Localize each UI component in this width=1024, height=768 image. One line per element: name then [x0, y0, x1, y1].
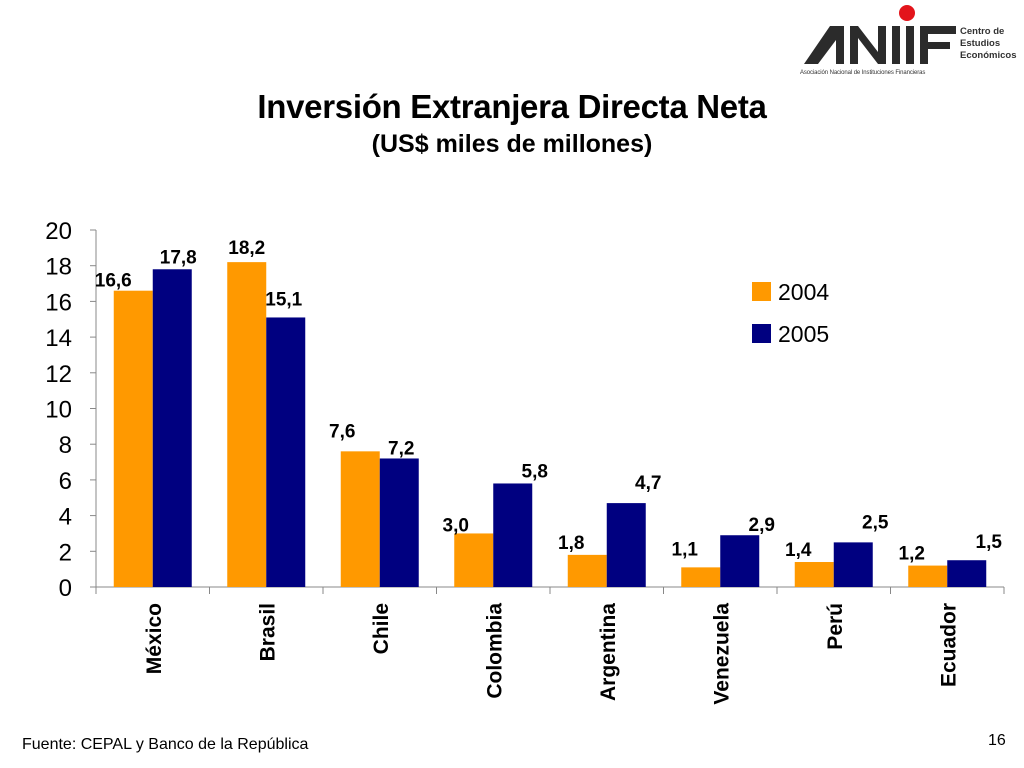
- category-label: Perú: [824, 603, 847, 650]
- chart-subtitle: (US$ miles de millones): [371, 130, 653, 158]
- logo-red-dot: [899, 5, 915, 21]
- bar-2005-chile: [379, 458, 419, 587]
- logo-org-name: Asociación Nacional de Instituciones Fin…: [800, 70, 926, 76]
- category-label: Colombia: [483, 603, 506, 699]
- bar-2005-méxico: [152, 269, 192, 587]
- data-label: 17,8: [160, 247, 197, 268]
- data-label: 16,6: [95, 271, 132, 292]
- category-label: Brasil: [256, 603, 279, 661]
- data-label: 5,8: [522, 461, 548, 482]
- data-label: 7,2: [388, 438, 414, 459]
- bar-2005-venezuela: [720, 535, 760, 587]
- page-number: 16: [988, 732, 1006, 749]
- y-tick-label: 2: [59, 539, 72, 566]
- data-label: 2,5: [862, 512, 889, 533]
- category-label: Chile: [370, 603, 393, 654]
- anif-logo: Centro de Estudios Económicos Asociación…: [800, 4, 1022, 82]
- bar-2004-chile: [340, 451, 380, 587]
- data-label: 1,2: [899, 544, 925, 565]
- y-tick-label: 6: [59, 468, 72, 495]
- y-tick-label: 18: [45, 254, 72, 281]
- legend-label: 2005: [778, 321, 829, 347]
- bar-2005-brasil: [266, 317, 306, 587]
- logo-side-line-3: Económicos: [960, 50, 1017, 61]
- data-label: 1,4: [785, 540, 812, 561]
- y-tick-label: 16: [45, 289, 72, 316]
- category-label: Argentina: [597, 603, 620, 701]
- bar-2004-perú: [794, 562, 834, 587]
- y-tick-label: 4: [59, 504, 72, 531]
- y-tick-label: 8: [59, 432, 72, 459]
- bar-2004-ecuador: [908, 565, 948, 587]
- legend-swatch-2005: [752, 324, 771, 343]
- data-label: 4,7: [635, 473, 661, 494]
- bar-2004-brasil: [227, 262, 267, 587]
- category-label: Venezuela: [710, 603, 733, 705]
- y-tick-label: 10: [45, 397, 72, 424]
- data-label: 7,6: [329, 421, 355, 442]
- data-label: 2,9: [749, 515, 775, 536]
- chart-title: Inversión Extranjera Directa Neta: [257, 88, 767, 125]
- data-label: 1,5: [976, 532, 1003, 553]
- legend-label: 2004: [778, 279, 829, 305]
- bar-2004-méxico: [113, 290, 153, 587]
- y-tick-label: 20: [45, 218, 72, 245]
- source-note: Fuente: CEPAL y Banco de la República: [22, 736, 309, 753]
- data-label: 18,2: [228, 238, 265, 259]
- y-tick-label: 0: [59, 575, 72, 602]
- anif-logo-mark: [804, 5, 956, 64]
- y-tick-label: 14: [45, 325, 72, 352]
- logo-side-line-2: Estudios: [960, 38, 1001, 49]
- data-label: 3,0: [443, 515, 469, 536]
- category-label: México: [143, 603, 166, 674]
- bar-2005-perú: [833, 542, 873, 587]
- bar-2005-argentina: [606, 503, 646, 587]
- bar-2004-argentina: [567, 554, 607, 587]
- bar-2005-colombia: [493, 483, 533, 587]
- bar-2004-venezuela: [681, 567, 721, 587]
- data-label: 1,1: [672, 539, 699, 560]
- data-label: 15,1: [265, 289, 302, 310]
- y-tick-label: 12: [45, 361, 72, 388]
- bar-2004-colombia: [454, 533, 494, 587]
- logo-side-text: Centro de Estudios Económicos: [960, 26, 1017, 62]
- category-label: Ecuador: [937, 603, 960, 687]
- bar-2005-ecuador: [947, 560, 987, 587]
- logo-side-line-1: Centro de: [960, 26, 1005, 37]
- legend-swatch-2004: [752, 282, 771, 301]
- data-label: 1,8: [558, 533, 584, 554]
